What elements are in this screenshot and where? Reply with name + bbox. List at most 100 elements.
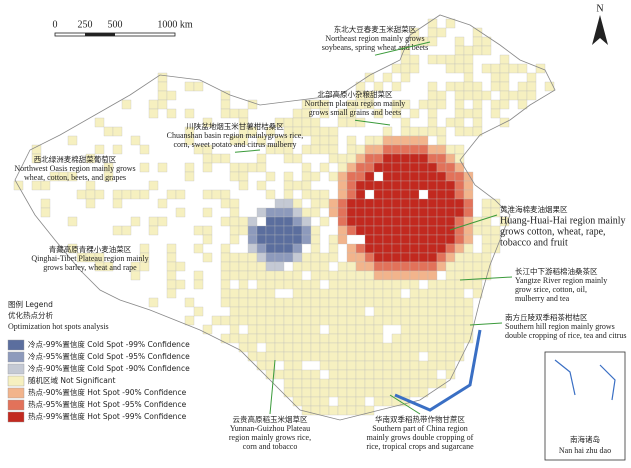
grid-cell bbox=[472, 81, 483, 92]
grid-cell bbox=[373, 288, 384, 299]
grid-cell bbox=[283, 279, 294, 290]
grid-cell bbox=[292, 378, 303, 389]
grid-cell bbox=[229, 234, 240, 245]
grid-cell bbox=[229, 261, 240, 272]
grid-cell bbox=[247, 342, 258, 353]
grid-cell bbox=[31, 153, 42, 164]
grid-cell bbox=[346, 171, 357, 182]
grid-cell bbox=[328, 270, 339, 281]
grid-cell bbox=[319, 387, 330, 398]
grid-cell bbox=[400, 360, 411, 371]
grid-cell bbox=[112, 144, 123, 155]
grid-cell bbox=[247, 297, 258, 308]
grid-cell bbox=[454, 90, 465, 101]
grid-cell bbox=[427, 360, 438, 371]
grid-cell bbox=[490, 108, 501, 119]
grid-cell bbox=[400, 342, 411, 353]
pointer-arrow bbox=[459, 276, 513, 281]
grid-cell bbox=[418, 369, 429, 380]
grid-cell bbox=[481, 198, 492, 209]
grid-cell bbox=[400, 171, 411, 182]
grid-cell bbox=[283, 153, 294, 164]
grid-cell bbox=[463, 297, 474, 308]
grid-cell bbox=[238, 270, 249, 281]
grid-cell bbox=[346, 117, 357, 128]
grid-cell bbox=[319, 144, 330, 155]
grid-cell bbox=[238, 315, 249, 326]
grid-cell bbox=[481, 90, 492, 101]
grid-cell bbox=[319, 189, 330, 200]
grid-cell bbox=[148, 225, 159, 236]
grid-cell bbox=[337, 207, 348, 218]
grid-cell bbox=[463, 108, 474, 119]
grid-cell bbox=[373, 360, 384, 371]
grid-cell bbox=[472, 225, 483, 236]
grid-cell bbox=[454, 180, 465, 191]
grid-cell bbox=[373, 387, 384, 398]
grid-cell bbox=[130, 135, 141, 146]
grid-cell bbox=[256, 162, 267, 173]
grid-cell bbox=[301, 333, 312, 344]
grid-cell bbox=[292, 216, 303, 227]
grid-cell bbox=[220, 297, 231, 308]
grid-cell bbox=[454, 81, 465, 92]
grid-cell bbox=[112, 225, 123, 236]
grid-cell bbox=[445, 324, 456, 335]
grid-cell bbox=[445, 18, 456, 29]
grid-cell bbox=[364, 288, 375, 299]
grid-cell bbox=[319, 162, 330, 173]
grid-cell bbox=[400, 72, 411, 83]
grid-cell bbox=[445, 306, 456, 317]
grid-cell bbox=[508, 63, 519, 74]
pointer-arrow bbox=[234, 149, 261, 153]
grid-cell bbox=[364, 216, 375, 227]
grid-cell bbox=[265, 126, 276, 137]
grid-cell bbox=[427, 270, 438, 281]
grid-cell bbox=[103, 261, 114, 272]
cell-layer bbox=[13, 18, 555, 416]
grid-cell bbox=[229, 171, 240, 182]
grid-cell bbox=[157, 198, 168, 209]
grid-cell bbox=[418, 144, 429, 155]
grid-cell bbox=[436, 171, 447, 182]
grid-cell bbox=[436, 198, 447, 209]
grid-cell bbox=[148, 297, 159, 308]
grid-cell bbox=[418, 342, 429, 353]
grid-cell bbox=[436, 135, 447, 146]
grid-cell bbox=[499, 63, 510, 74]
grid-cell bbox=[373, 342, 384, 353]
grid-cell bbox=[373, 243, 384, 254]
grid-cell bbox=[481, 234, 492, 245]
grid-cell bbox=[310, 261, 321, 272]
region-name-zh: 黄淮海棉麦油烟果区 bbox=[500, 204, 568, 214]
grid-cell bbox=[220, 261, 231, 272]
grid-cell bbox=[418, 297, 429, 308]
grid-cell bbox=[355, 198, 366, 209]
grid-cell bbox=[328, 306, 339, 317]
grid-cell bbox=[481, 225, 492, 236]
grid-cell bbox=[490, 207, 501, 218]
region-name-en: tobacco and fruit bbox=[500, 237, 568, 248]
grid-cell bbox=[148, 180, 159, 191]
inset-frame bbox=[544, 351, 626, 461]
region-name-zh: 青藏高原青稞小麦油菜区 bbox=[49, 244, 132, 254]
grid-cell bbox=[292, 279, 303, 290]
grid-cell bbox=[382, 351, 393, 362]
grid-cell bbox=[310, 396, 321, 407]
grid-cell bbox=[382, 378, 393, 389]
grid-cell bbox=[382, 288, 393, 299]
grid-cell bbox=[274, 315, 285, 326]
grid-cell bbox=[319, 396, 330, 407]
grid-cell bbox=[139, 144, 150, 155]
grid-cell bbox=[76, 189, 87, 200]
grid-cell bbox=[409, 333, 420, 344]
grid-cell bbox=[391, 198, 402, 209]
grid-cell bbox=[319, 378, 330, 389]
grid-cell bbox=[94, 144, 105, 155]
grid-cell bbox=[427, 243, 438, 254]
grid-cell bbox=[373, 162, 384, 173]
grid-cell bbox=[337, 117, 348, 128]
grid-cell bbox=[337, 171, 348, 182]
grid-cell bbox=[346, 198, 357, 209]
